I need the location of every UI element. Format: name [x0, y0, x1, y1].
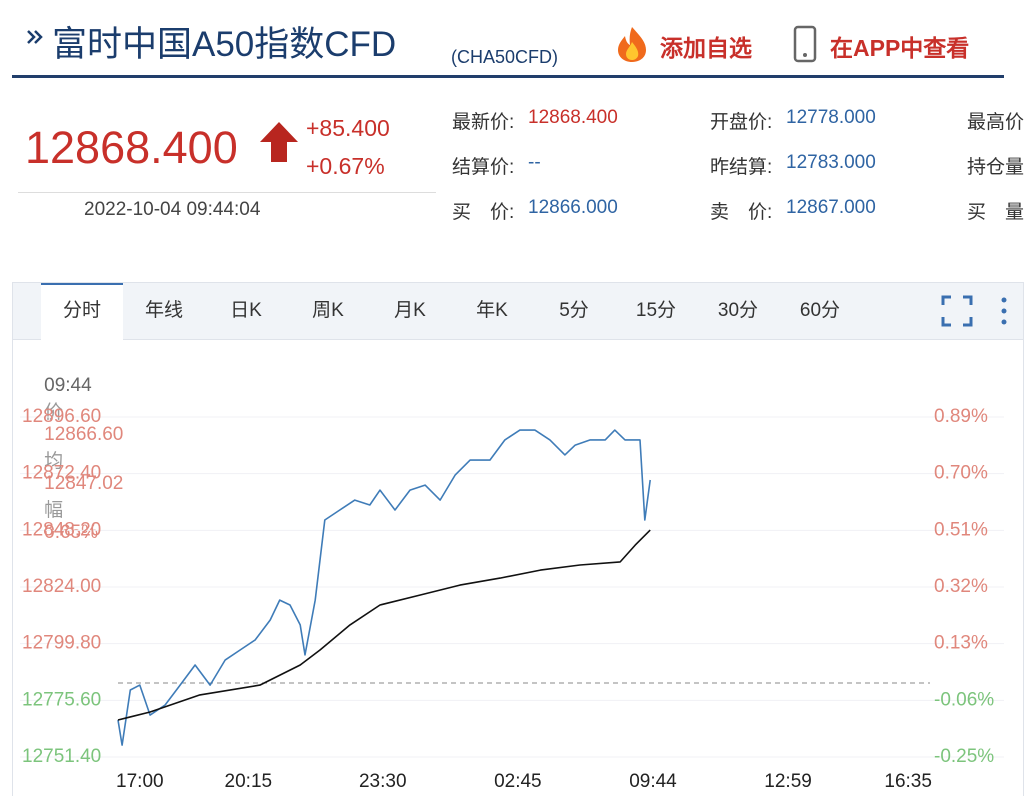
- field-value: 12778.000: [786, 107, 876, 128]
- field-label: 昨结算:: [710, 157, 773, 178]
- y2-tick-label: -0.25%: [934, 746, 994, 767]
- info-value: 12847.02: [44, 473, 124, 494]
- tab[interactable]: 月K: [394, 300, 426, 321]
- field-value: 12868.400: [528, 107, 618, 128]
- field-label: 最高价: [967, 112, 1024, 133]
- info-label: 均: [44, 451, 64, 472]
- price-line: [117, 529, 651, 721]
- tab[interactable]: 周K: [312, 300, 344, 321]
- price: 12868.400: [25, 122, 238, 173]
- header-icon: [27, 30, 43, 44]
- field-value: 12866.000: [528, 197, 618, 218]
- field-value: 12783.000: [786, 152, 876, 173]
- field-label: 持仓量: [967, 157, 1024, 178]
- info-time: 09:44: [44, 375, 92, 396]
- add-watchlist[interactable]: 添加自选: [660, 35, 752, 61]
- field-label: 最新价:: [452, 112, 515, 133]
- info-label: 价: [44, 402, 64, 423]
- code: (CHA50CFD): [451, 47, 559, 67]
- info-label: 幅: [44, 500, 64, 521]
- y-tick-label: 12751.40: [22, 746, 101, 767]
- x-tick-label: 09:44: [629, 771, 677, 792]
- field-value: 12867.000: [786, 197, 876, 218]
- tab[interactable]: 日K: [230, 300, 262, 321]
- x-tick-label: 23:30: [359, 771, 407, 792]
- phone-icon: [793, 25, 817, 63]
- tab[interactable]: 60分: [799, 300, 841, 321]
- tab[interactable]: 年K: [476, 300, 508, 321]
- tab[interactable]: 年线: [144, 300, 183, 321]
- x-tick-label: 02:45: [494, 771, 542, 792]
- tab[interactable]: 15分: [635, 300, 677, 321]
- y2-tick-label: 0.51%: [934, 519, 988, 540]
- field-label: 买 价:: [452, 202, 515, 223]
- y-tick-label: 12775.60: [22, 689, 101, 710]
- field-label: 买 量: [967, 202, 1024, 223]
- y-tick-label: 12848.20: [22, 519, 101, 540]
- tab[interactable]: 30分: [717, 300, 759, 321]
- x-tick-label: 20:15: [225, 771, 273, 792]
- chart-panel: 分时 年线 日K 周K 月K 年K 5分 15分 30分 60分: [12, 282, 1024, 796]
- y2-tick-label: 0.70%: [934, 463, 988, 484]
- y-tick-label: 12872.40: [22, 463, 101, 484]
- quote-time: 2022-10-04 09:44:04: [84, 199, 261, 220]
- change-pct: +0.67%: [306, 153, 385, 179]
- up-arrow: [260, 122, 298, 162]
- y2-tick-label: -0.06%: [934, 689, 994, 710]
- header-rule: [12, 75, 1004, 78]
- y-tick-label: 12896.60: [22, 406, 101, 427]
- y2-tick-label: 0.32%: [934, 576, 988, 597]
- y2-tick-label: 0.89%: [934, 406, 988, 427]
- price-line: [117, 429, 651, 746]
- field-label: 卖 价:: [710, 202, 773, 223]
- chart-info: 09:44 价 12866.60 均 12847.02 幅 0.65%: [23, 353, 123, 566]
- x-tick-label: 16:35: [884, 771, 932, 792]
- y2-tick-label: 0.13%: [934, 633, 988, 654]
- info-value: 0.65%: [44, 522, 98, 543]
- y-tick-label: 12799.80: [22, 633, 101, 654]
- view-in-app[interactable]: 在APP中查看: [830, 35, 970, 61]
- x-tick-label: 17:00: [116, 771, 164, 792]
- title: 富时中国A50指数CFD: [52, 25, 397, 64]
- flame-icon: [618, 27, 646, 62]
- x-tick-label: 12:59: [764, 771, 812, 792]
- more-icon[interactable]: [999, 295, 1009, 327]
- change: +85.400: [306, 115, 390, 141]
- tab-bar: 分时 年线 日K 周K 月K 年K 5分 15分 30分 60分: [13, 283, 1023, 341]
- info-value: 12866.60: [44, 424, 124, 445]
- field-label: 开盘价:: [710, 112, 773, 133]
- tab[interactable]: 分时: [41, 283, 123, 341]
- y-tick-label: 12824.00: [22, 576, 101, 597]
- tab[interactable]: 5分: [559, 300, 589, 321]
- field-label: 结算价:: [452, 157, 515, 178]
- quote-rule: [18, 192, 436, 193]
- fullscreen-icon[interactable]: [941, 295, 973, 327]
- field-value: --: [528, 152, 541, 173]
